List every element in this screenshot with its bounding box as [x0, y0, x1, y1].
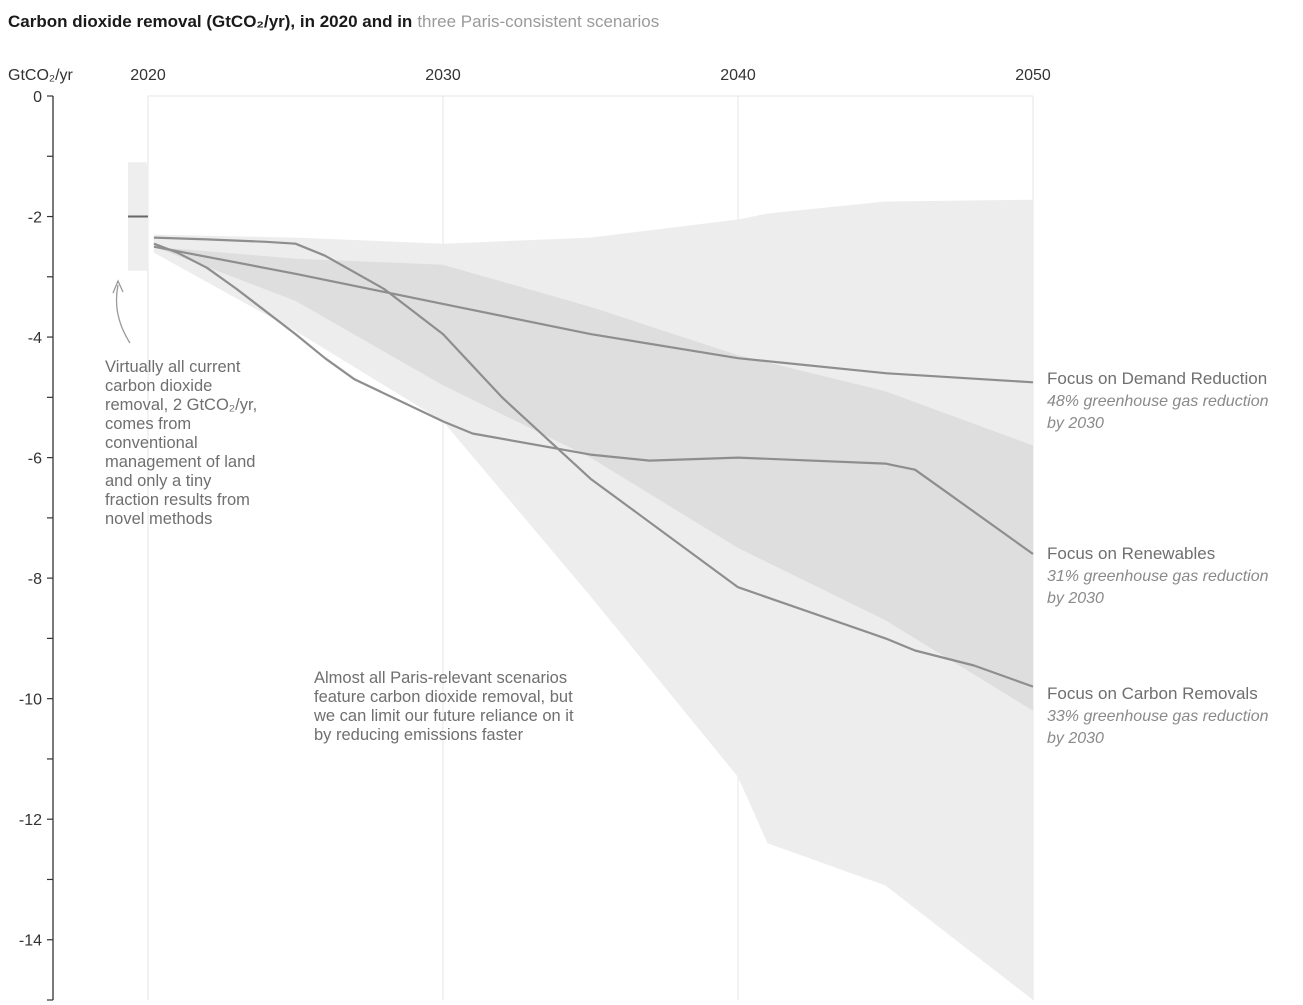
- y-tick-label--8: -8: [28, 571, 42, 588]
- y-tick-label--12: -12: [19, 812, 42, 829]
- series-labels: Focus on Demand Reduction 48% greenhouse …: [1047, 369, 1269, 747]
- series-line-0: [153, 245, 1034, 384]
- axes: 2020 2030 2040 2050 0 -2 -4 -6 -8 -10 -12 -14: [19, 67, 1051, 1001]
- chart-title: Carbon dioxide removal (GtCO₂/yr), in 20…: [8, 12, 659, 31]
- annotation-current-removal-line: fraction results from: [105, 491, 250, 509]
- current-2020-marker: [128, 162, 148, 271]
- series-note-0-cont: by 2030: [1047, 415, 1104, 432]
- y-tick-label--10: -10: [19, 692, 42, 709]
- annotation-current-removal-line: removal, 2 GtCO₂/yr,: [105, 396, 257, 414]
- y-tick-label--14: -14: [19, 933, 42, 950]
- annotation-paris-scenarios-line: feature carbon dioxide removal, but: [314, 688, 573, 706]
- series-note-2-cont: by 2030: [1047, 730, 1104, 747]
- annotation-current-removal-line: comes from: [105, 415, 191, 433]
- annotation-paris-scenarios-line: by reducing emissions faster: [314, 726, 524, 744]
- series-note-0: 48% greenhouse gas reduction: [1047, 393, 1269, 410]
- y-tick-label--4: -4: [28, 330, 42, 347]
- annotation-paris-scenarios: Almost all Paris-relevant scenarios featu…: [313, 669, 574, 744]
- annotation-current-removal-line: carbon dioxide: [105, 377, 212, 395]
- series-note-1: 31% greenhouse gas reduction: [1047, 568, 1269, 585]
- x-tick-label-2040: 2040: [720, 67, 756, 84]
- annotation-paris-scenarios-line: we can limit our future reliance on it: [313, 707, 574, 725]
- annotations: Virtually all current carbon dioxide remov…: [105, 279, 574, 744]
- y-tick-label--2: -2: [28, 210, 42, 227]
- series-label-2: Focus on Carbon Removals: [1047, 684, 1258, 703]
- annotation-current-removal-line: novel methods: [105, 510, 212, 528]
- y-axis-unit-label: GtCO₂/yr: [8, 67, 74, 84]
- annotation-current-removal-line: and only a tiny: [105, 472, 212, 490]
- chart-title-main: Carbon dioxide removal (GtCO₂/yr), in 20…: [8, 12, 412, 31]
- inner-scenario-band: [153, 246, 1033, 711]
- x-tick-label-2050: 2050: [1015, 67, 1051, 84]
- series-note-2: 33% greenhouse gas reduction: [1047, 708, 1269, 725]
- y-tick-label--6: -6: [28, 451, 42, 468]
- series-label-1: Focus on Renewables: [1047, 544, 1215, 563]
- x-tick-label-2030: 2030: [425, 67, 461, 84]
- x-tick-label-2020: 2020: [130, 67, 166, 84]
- scenario-lines: [153, 236, 1034, 688]
- annotation-current-removal-line: management of land: [105, 453, 255, 471]
- annotation-current-removal: Virtually all current carbon dioxide remov…: [105, 358, 257, 528]
- series-label-0: Focus on Demand Reduction: [1047, 369, 1267, 388]
- annotation-current-removal-line: Virtually all current: [105, 358, 241, 376]
- annotation-arrow-icon: [115, 284, 131, 344]
- series-line-2: [153, 242, 1034, 555]
- annotation-arrowhead-icon: [112, 279, 124, 294]
- annotation-current-removal-line: conventional: [105, 434, 198, 452]
- y-tick-label-0: 0: [33, 89, 42, 106]
- annotation-paris-scenarios-line: Almost all Paris-relevant scenarios: [314, 669, 567, 687]
- scenario-range-bands: [153, 199, 1033, 1000]
- series-line-1: [153, 236, 1034, 688]
- series-note-1-cont: by 2030: [1047, 590, 1104, 607]
- chart-title-highlight: three Paris-consistent scenarios: [417, 12, 659, 31]
